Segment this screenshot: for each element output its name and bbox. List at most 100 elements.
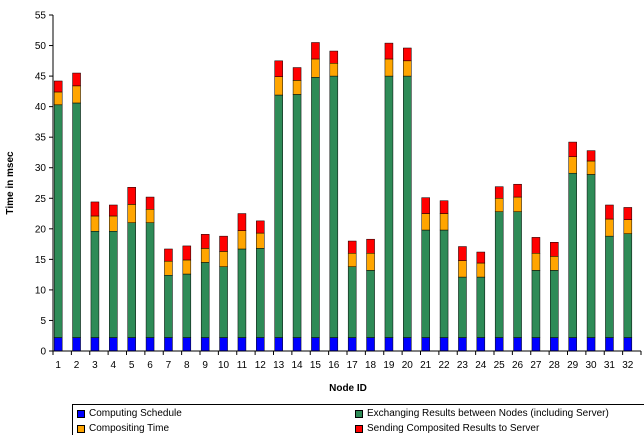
bar-segment-series-3-node-17 [347,240,357,254]
bar-segment-series-1-node-4 [109,231,118,338]
bar-segment-series-3-node-25 [494,186,504,199]
bar-segment-series-3-node-19 [384,42,394,60]
x-tick-label: 4 [111,360,117,371]
y-tick-label: 50 [35,41,47,52]
bar-segment-series-1-node-14 [292,94,302,338]
bar-segment-series-1-node-29 [568,172,577,338]
x-tick-label: 23 [457,360,469,371]
bar-segment-series-3-node-6 [145,196,155,210]
bar-segment-series-0-node-19 [384,337,394,352]
x-tick-label: 20 [402,360,414,371]
bar-segment-series-3-node-7 [164,248,173,262]
bar-segment-series-3-node-20 [403,47,412,62]
bar-segment-series-2-node-28 [550,256,559,271]
bar-segment-series-1-node-22 [439,229,449,338]
x-tick-label: 11 [237,360,248,371]
bar-segment-series-0-node-3 [90,337,100,352]
x-tick-label: 26 [512,360,524,371]
bar-segment-series-3-node-14 [292,67,302,81]
bar-segment-series-1-node-6 [145,222,155,338]
bar-segment-series-0-node-7 [164,337,173,352]
bar-segment-series-1-node-31 [605,235,614,338]
bar-segment-series-1-node-32 [623,233,633,338]
bar-segment-series-3-node-32 [623,207,633,220]
x-axis-label: Node ID [329,383,367,394]
bar-segment-series-2-node-15 [311,58,320,78]
y-tick-label: 10 [35,285,47,296]
bar-segment-series-0-node-11 [237,337,247,352]
bar-segment-series-0-node-2 [72,337,81,352]
bar-segment-series-2-node-6 [145,209,155,223]
bar-segment-series-0-node-12 [256,337,265,352]
legend-label: Exchanging Results between Nodes (includ… [367,408,609,419]
bar-segment-series-1-node-7 [164,274,173,338]
x-tick-label: 9 [202,360,208,371]
x-tick-label: 13 [273,360,285,371]
legend-item-computing-schedule: Computing Schedule [77,407,182,420]
bar-segment-series-2-node-11 [237,230,247,250]
x-tick-label: 28 [549,360,561,371]
bar-segment-series-1-node-23 [458,276,467,338]
x-tick-label: 8 [184,360,190,371]
bar-segment-series-0-node-24 [476,337,486,352]
y-tick-label: 35 [35,133,47,144]
bar-segment-series-1-node-18 [366,270,375,338]
legend-label: Computing Schedule [89,408,182,419]
legend-swatch-orange [77,424,85,433]
bar-segment-series-1-node-1 [53,104,63,338]
bar-segment-series-1-node-16 [329,75,339,338]
bar-segment-series-1-node-20 [403,75,412,338]
bar-segment-series-2-node-4 [109,215,118,232]
bar-segment-series-2-node-16 [329,63,339,77]
bar-segment-series-1-node-15 [311,77,320,338]
x-tick-label: 29 [567,360,579,371]
bar-segment-series-1-node-2 [72,102,81,338]
legend: Computing Schedule Exchanging Results be… [72,404,644,435]
bar-segment-series-0-node-4 [109,337,118,352]
bar-segment-series-2-node-19 [384,58,394,77]
legend-label: Sending Composited Results to Server [367,423,540,434]
bar-segment-series-1-node-27 [531,270,541,338]
bar-segment-series-1-node-13 [274,94,283,338]
bar-segment-series-2-node-27 [531,253,541,271]
x-tick-label: 14 [292,360,304,371]
legend-item-compositing-time: Compositing Time [77,422,169,435]
bar-segment-series-1-node-8 [182,273,192,338]
bar-segment-series-1-node-21 [421,229,430,338]
bar-segment-series-3-node-22 [439,200,449,214]
x-tick-label: 30 [586,360,598,371]
x-tick-label: 1 [55,360,61,371]
bar-segment-series-2-node-22 [439,213,449,231]
bar-segment-series-2-node-20 [403,60,412,77]
bar-segment-series-2-node-29 [568,156,577,174]
bar-segment-series-1-node-19 [384,75,394,338]
bar-segment-series-0-node-26 [513,337,522,352]
y-tick-label: 0 [40,347,46,358]
bar-segment-series-1-node-11 [237,248,247,338]
bar-segment-series-1-node-30 [586,174,596,338]
bar-segment-series-0-node-13 [274,337,283,352]
x-axis-ticks: 1 2 3 4 5 6 7 8 9 10 11 12 13 14 15 16 17 18 19 20 21 22 23 24 2… [52,351,642,371]
bar-segment-series-3-node-1 [53,80,63,93]
x-tick-label: 7 [166,360,172,371]
bar-segment-series-3-node-21 [421,197,430,214]
bar-segment-series-2-node-13 [274,76,283,96]
bar-segment-series-3-node-31 [605,204,614,220]
bar-segment-series-2-node-2 [72,85,81,104]
bar-segment-series-2-node-8 [182,259,192,275]
legend-item-exchanging-results: Exchanging Results between Nodes (includ… [355,407,609,420]
bar-segment-series-2-node-23 [458,260,467,278]
bar-segment-series-3-node-24 [476,251,486,264]
x-tick-label: 25 [494,360,506,371]
bar-segment-series-0-node-14 [292,337,302,352]
bar-segment-series-0-node-31 [605,337,614,352]
bar-segment-series-2-node-14 [292,80,302,95]
bar-segment-series-2-node-26 [513,196,522,212]
bar-segment-series-1-node-3 [90,231,100,338]
bar-segment-series-2-node-3 [90,215,100,232]
x-tick-label: 2 [74,360,80,371]
y-tick-label: 55 [35,11,47,22]
bar-segment-series-2-node-9 [200,248,210,263]
bar-segment-series-0-node-18 [366,337,375,352]
bar-segment-series-3-node-23 [458,246,467,261]
